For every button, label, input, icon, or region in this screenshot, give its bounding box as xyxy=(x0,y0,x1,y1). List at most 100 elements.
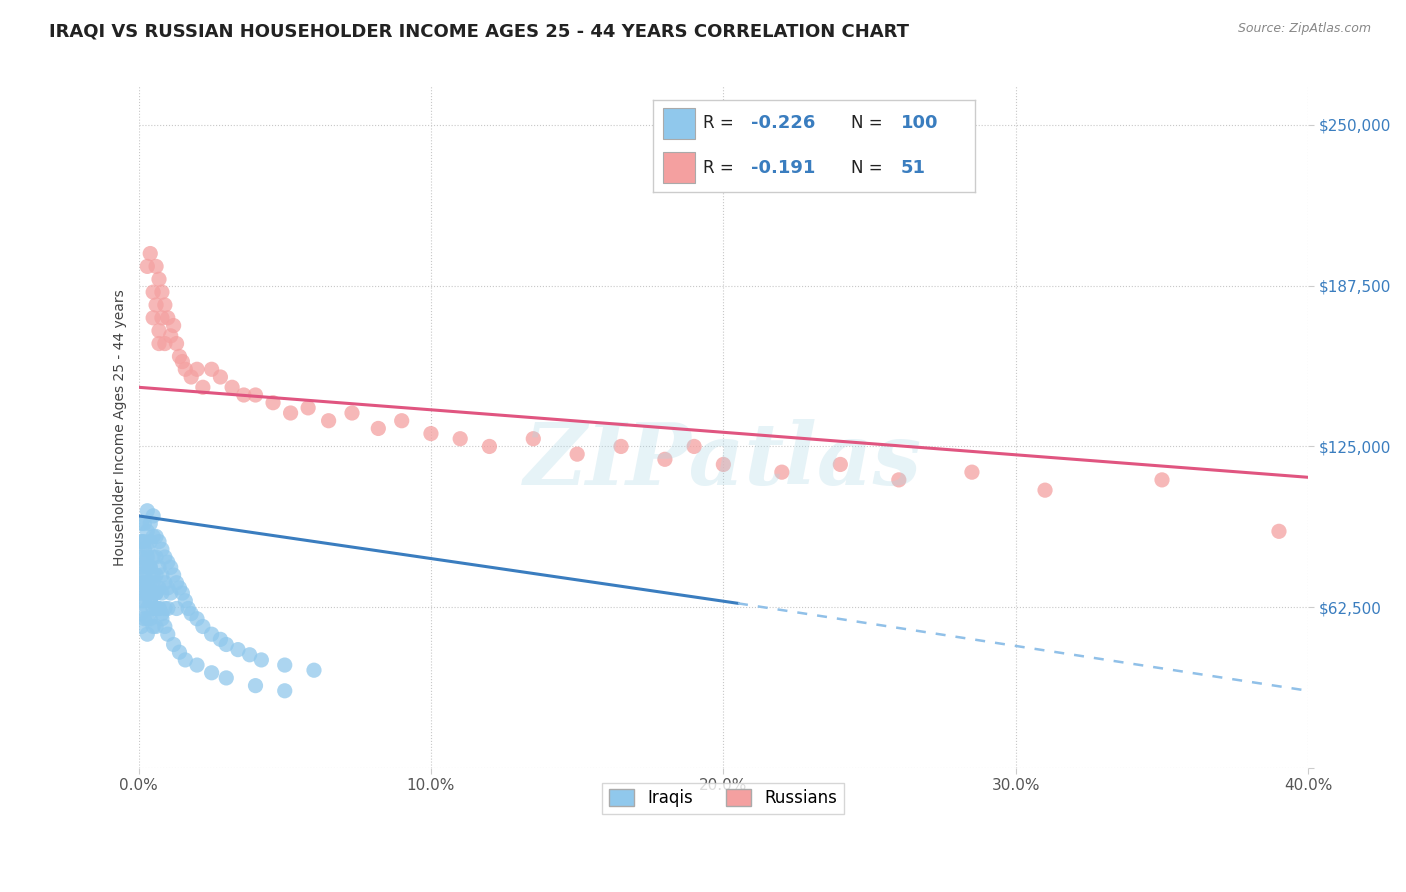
Point xyxy=(209,632,232,647)
Point xyxy=(391,414,413,428)
Point xyxy=(131,534,153,549)
Point xyxy=(139,516,162,531)
Point xyxy=(239,648,262,662)
Point xyxy=(145,568,167,582)
Point xyxy=(139,560,162,574)
Point xyxy=(186,362,208,376)
Point xyxy=(136,504,159,518)
Point xyxy=(150,607,173,621)
Point xyxy=(610,439,633,453)
Point xyxy=(139,612,162,626)
Point xyxy=(136,612,159,626)
Point xyxy=(131,516,153,531)
Point xyxy=(139,246,162,260)
Point xyxy=(134,581,156,595)
Point xyxy=(142,601,165,615)
Point xyxy=(150,285,173,299)
Point xyxy=(770,465,793,479)
Point xyxy=(153,336,176,351)
Point xyxy=(232,388,254,402)
Point xyxy=(215,671,238,685)
Point xyxy=(186,658,208,673)
Point xyxy=(150,542,173,557)
Point xyxy=(142,575,165,590)
Point xyxy=(150,586,173,600)
Point xyxy=(156,581,179,595)
Point xyxy=(522,432,544,446)
Point xyxy=(148,336,170,351)
Point xyxy=(191,380,214,394)
Point xyxy=(145,260,167,274)
Point xyxy=(148,272,170,286)
Point xyxy=(139,575,162,590)
Point xyxy=(139,594,162,608)
Point xyxy=(478,439,501,453)
Point xyxy=(150,310,173,325)
Point xyxy=(136,560,159,574)
Point xyxy=(142,529,165,543)
Point xyxy=(169,645,191,659)
Point xyxy=(134,575,156,590)
Point xyxy=(145,586,167,600)
Point xyxy=(131,560,153,574)
Point xyxy=(142,568,165,582)
Point xyxy=(136,601,159,615)
Point xyxy=(134,516,156,531)
Point xyxy=(221,380,243,394)
Point xyxy=(201,627,224,641)
Point xyxy=(150,568,173,582)
Legend: Iraqis, Russians: Iraqis, Russians xyxy=(602,782,845,814)
Point xyxy=(136,542,159,557)
Point xyxy=(166,575,188,590)
Point xyxy=(153,549,176,564)
Point xyxy=(159,560,181,574)
Point xyxy=(280,406,302,420)
Point xyxy=(136,549,159,564)
Text: ZIPatlas: ZIPatlas xyxy=(524,419,922,503)
Point xyxy=(318,414,340,428)
Point xyxy=(172,354,194,368)
Point xyxy=(142,310,165,325)
Point xyxy=(565,447,588,461)
Point xyxy=(174,653,197,667)
Point xyxy=(134,568,156,582)
Point xyxy=(134,612,156,626)
Point xyxy=(169,350,191,364)
Point xyxy=(250,653,273,667)
Point xyxy=(174,362,197,376)
Point xyxy=(367,421,389,435)
Point xyxy=(148,560,170,574)
Point xyxy=(139,594,162,608)
Point xyxy=(131,607,153,621)
Point xyxy=(145,529,167,543)
Point xyxy=(274,658,297,673)
Point xyxy=(420,426,443,441)
Point xyxy=(134,542,156,557)
Point xyxy=(1150,473,1173,487)
Point xyxy=(887,473,910,487)
Point xyxy=(131,549,153,564)
Point xyxy=(159,586,181,600)
Point xyxy=(215,638,238,652)
Point xyxy=(148,581,170,595)
Point xyxy=(145,298,167,312)
Point xyxy=(340,406,363,420)
Point xyxy=(180,370,202,384)
Point xyxy=(136,524,159,539)
Point xyxy=(136,260,159,274)
Point xyxy=(153,619,176,633)
Point xyxy=(139,534,162,549)
Point xyxy=(1268,524,1291,539)
Point xyxy=(142,285,165,299)
Point xyxy=(159,329,181,343)
Point xyxy=(177,601,200,615)
Point xyxy=(186,612,208,626)
Point xyxy=(1033,483,1056,498)
Point xyxy=(142,619,165,633)
Point xyxy=(142,549,165,564)
Point xyxy=(683,439,706,453)
Point xyxy=(172,586,194,600)
Point xyxy=(148,601,170,615)
Point xyxy=(145,601,167,615)
Point xyxy=(134,534,156,549)
